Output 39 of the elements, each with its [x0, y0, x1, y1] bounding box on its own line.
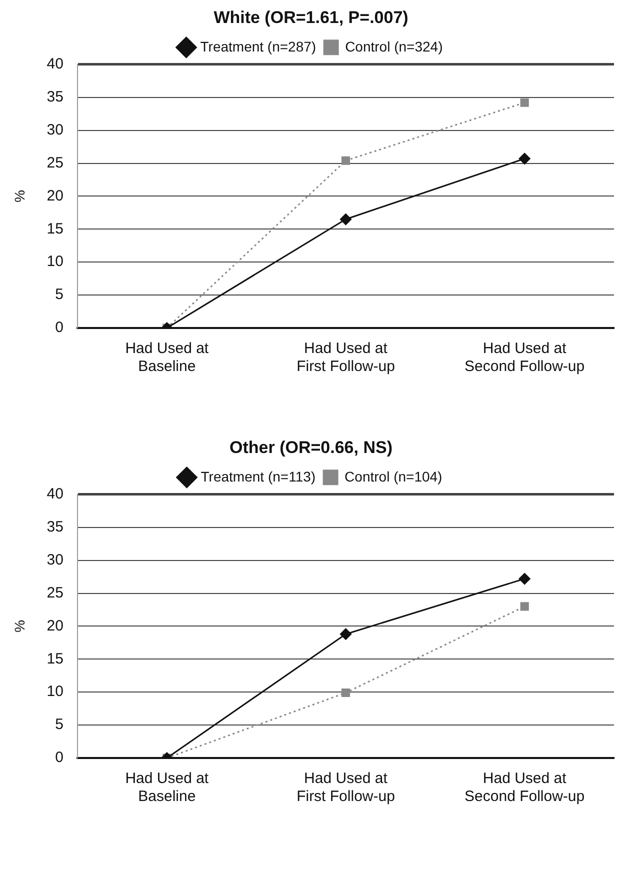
y-tick-label: 15 — [46, 220, 64, 238]
chart-title: White (OR=1.61, P=.007) — [214, 8, 408, 27]
point — [518, 573, 530, 584]
y-tick-label: 5 — [55, 286, 64, 304]
y-tick-label: 25 — [46, 584, 64, 602]
y-axis-title: % — [11, 190, 28, 202]
x-tick-label: Had Used at First Follow-up — [296, 340, 395, 376]
x-tick-label: Had Used at Second Follow-up — [464, 340, 585, 376]
x-tick-label: Had Used at Baseline — [125, 340, 210, 376]
legend-label: Control (n=324) — [345, 38, 443, 54]
x-tick-label: Had Used at First Follow-up — [296, 770, 395, 806]
point — [518, 152, 530, 164]
y-tick-label: 25 — [46, 154, 64, 172]
x-tick-label: Had Used at Second Follow-up — [464, 770, 585, 806]
point — [340, 628, 352, 640]
y-tick-label: 10 — [46, 683, 64, 700]
y-tick-label: 35 — [46, 88, 64, 106]
point — [520, 602, 529, 611]
chart-title: Other (OR=0.66, NS) — [230, 438, 392, 457]
y-axis-title: % — [11, 620, 28, 632]
y-tick-label: 30 — [46, 121, 64, 138]
y-tick-label: 20 — [46, 187, 64, 204]
y-tick-label: 5 — [55, 716, 64, 734]
y-tick-label: 10 — [46, 253, 64, 270]
y-tick-label: 0 — [55, 319, 64, 336]
y-tick-label: 30 — [46, 551, 64, 568]
y-tick-label: 15 — [46, 650, 64, 668]
point — [340, 214, 352, 226]
point — [520, 98, 529, 107]
legend-label: Treatment (n=113) — [200, 468, 316, 484]
y-tick-label: 20 — [46, 617, 64, 634]
x-tick-label: Had Used at Baseline — [125, 770, 210, 806]
legend-label: Treatment (n=287) — [200, 38, 316, 54]
legend-label: Control (n=104) — [344, 468, 442, 484]
y-tick-label: 40 — [46, 56, 64, 73]
point — [341, 156, 350, 165]
y-tick-label: 40 — [46, 486, 64, 503]
y-tick-label: 0 — [55, 749, 64, 766]
y-tick-label: 35 — [46, 518, 64, 536]
